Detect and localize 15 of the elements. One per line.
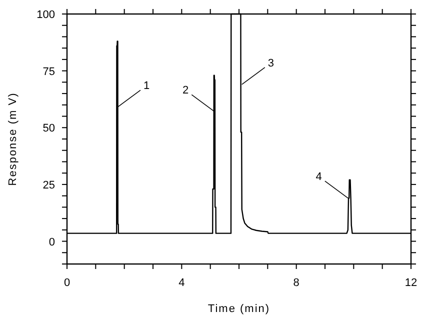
x-tick-label: 8 [293,277,300,289]
x-axis-title: Time (min) [208,303,270,315]
annotation: 4 [316,171,322,184]
x-tick-label: 4 [178,277,185,289]
x-tick-label: 0 [64,277,70,289]
y-tick-label: 100 [36,9,55,21]
y-tick-label: 25 [42,179,55,192]
x-tick-label: 12 [404,277,418,289]
y-axis-title: Response (m V) [7,92,19,186]
y-tick-label: 75 [42,66,55,78]
y-tick-label: 0 [48,236,55,248]
annotation: 1 [143,80,150,92]
y-tick-label: 50 [42,122,55,135]
annotation: 3 [268,57,274,70]
annotation: 2 [182,84,189,97]
